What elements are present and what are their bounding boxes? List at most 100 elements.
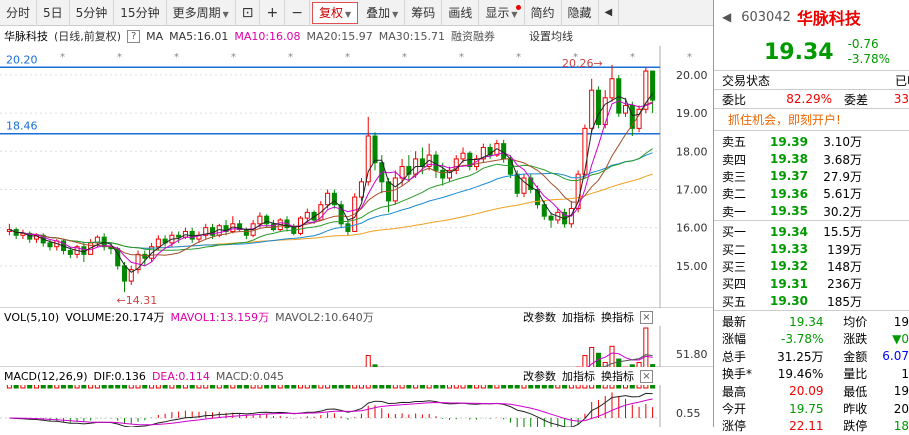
star-marker: * [687,52,692,63]
order-row[interactable]: 买三 19.32 148万 [714,258,909,275]
stat-value-2: 19 [893,314,909,329]
vol-label: VOL(5,10) [4,310,60,324]
quote-header: ◀ 603042 华脉科技 [714,0,909,34]
stat-label-2: 涨跌 [843,332,868,347]
candle-body [595,89,601,126]
period-tab-15min[interactable]: 15分钟 [114,0,167,26]
candle-body [331,192,337,206]
star-marker: * [345,52,350,63]
candle-body [358,181,364,198]
ma-label: MA [146,29,164,43]
order-label: 买四 [722,277,747,292]
lock-icon[interactable]: ⊡ [236,0,261,26]
order-row[interactable]: 买五 19.30 185万 [714,293,909,310]
star-marker: * [630,52,635,63]
period-tab-5min[interactable]: 5分钟 [70,0,115,26]
stat-value-1: 31.25万 [777,349,824,364]
macd-close-icon[interactable]: × [640,369,653,383]
period-tab-timeshare[interactable]: 分时 [0,0,38,26]
order-row[interactable]: 买四 19.31 236万 [714,275,909,292]
order-row[interactable]: 卖一 19.35 30.2万 [714,203,909,220]
order-row[interactable]: 卖二 19.36 5.61万 [714,185,909,202]
order-row[interactable]: 卖五 19.39 3.10万 [714,133,909,150]
scroll-left-icon[interactable]: ◀ [599,0,620,26]
ma5-value: MA5:16.01 [169,29,229,43]
plus-icon[interactable]: + [260,0,286,26]
order-row[interactable]: 卖四 19.38 3.68万 [714,150,909,167]
star-marker: * [459,52,464,63]
macd-params-button[interactable]: 改参数 [523,370,556,383]
ad-text[interactable]: 抓住机会，即刻开户! [728,113,841,127]
hide-button[interactable]: 隐藏 [562,0,599,26]
stat-value-2: 19 [893,384,909,399]
star-marker: * [402,52,407,63]
candle-body [548,215,554,221]
stat-value-2: 18 [893,418,909,433]
trade-status-row: 交易状态 已收 [714,70,909,89]
fuquan-button[interactable]: 复权 ▼ [311,1,359,24]
back-icon[interactable]: ◀ [722,10,732,24]
vol-params-button[interactable]: 改参数 [523,311,556,324]
order-label: 卖四 [722,152,747,167]
candle-body [325,192,331,206]
order-row[interactable]: 买一 19.34 15.5万 [714,223,909,240]
vol-close-icon[interactable]: × [640,310,653,324]
candle-body [487,146,493,156]
vol-add-indicator-button[interactable]: 加指标 [562,311,595,324]
dif-line [9,392,653,427]
vol-change-indicator-button[interactable]: 换指标 [601,311,634,324]
ma3-line [9,93,654,273]
stat-row: 今开 19.75 昨收 20 [714,400,909,417]
period-tab-more[interactable]: 更多周期 ▼ [167,0,236,26]
margin-label[interactable]: 融资融券 [450,30,495,43]
stock-name: 华脉科技 [796,9,861,28]
price-axis-tick: 18.00 [676,145,708,158]
open-account-ad[interactable]: 抓住机会，即刻开户! [714,108,909,130]
candle-body [534,188,541,206]
dea-line [9,398,653,426]
ma-setting-button[interactable]: 设置均线 [528,30,573,43]
stat-label-2: 昨收 [843,402,868,417]
order-price: 19.36 [770,186,808,201]
minus-icon[interactable]: − [285,0,310,26]
draw-line-button[interactable]: 画线 [442,0,480,26]
period-tab-5day[interactable]: 5日 [37,0,70,26]
order-row[interactable]: 买二 19.33 139万 [714,240,909,257]
candle-body [602,97,608,126]
candle-body [94,236,100,244]
ma20-value: MA20:15.97 [306,29,373,43]
display-button[interactable]: 显示 ▼ [479,0,525,26]
candle-body [453,158,459,171]
order-price: 19.39 [770,134,808,149]
chips-button[interactable]: 筹码 [405,0,443,26]
order-label: 卖一 [722,204,747,219]
stat-row: 最高 20.09 最低 19 [714,382,909,399]
overlay-button[interactable]: 叠加 ▼ [360,0,406,26]
order-volume: 30.2万 [823,204,862,219]
help-icon[interactable]: ? [127,29,141,43]
candle-body [128,269,134,282]
stat-value-1: 22.11 [789,418,824,433]
order-price: 19.38 [770,152,808,167]
price-block: 19.34 -0.76 -3.78% [714,34,909,70]
order-volume: 27.9万 [823,169,862,184]
high-annotation: 20.26→ [562,57,603,70]
vol-axis-top: 51.80 [676,348,708,361]
simple-button[interactable]: 简约 [525,0,562,26]
ma10-value: MA10:16.08 [234,29,301,43]
chart-toolbar: 分时 5日 5分钟 15分钟 更多周期 ▼ ⊡ + − 复权 ▼ 叠加 ▼ 筹码 画线 显示 ▼ 简约 隐藏 ◀ [0,0,713,26]
candle-body [616,78,622,114]
stat-label-1: 换手* [722,367,753,382]
upper-hline-label: 20.20 [6,53,38,66]
macd-change-indicator-button[interactable]: 换指标 [601,370,634,383]
stat-label-1: 涨停 [722,419,747,434]
macd-add-indicator-button[interactable]: 加指标 [562,370,595,383]
weibi-row: 委比 82.29% 委差 33 [714,89,909,108]
stat-value-2: 6.07 [882,349,909,364]
order-row[interactable]: 卖三 19.37 27.9万 [714,168,909,185]
price-axis-tick: 15.00 [676,260,708,273]
candle-body [480,146,486,160]
order-price: 19.33 [770,242,808,257]
candle-body [609,78,615,99]
macd-axis-top: 0.55 [676,407,701,420]
